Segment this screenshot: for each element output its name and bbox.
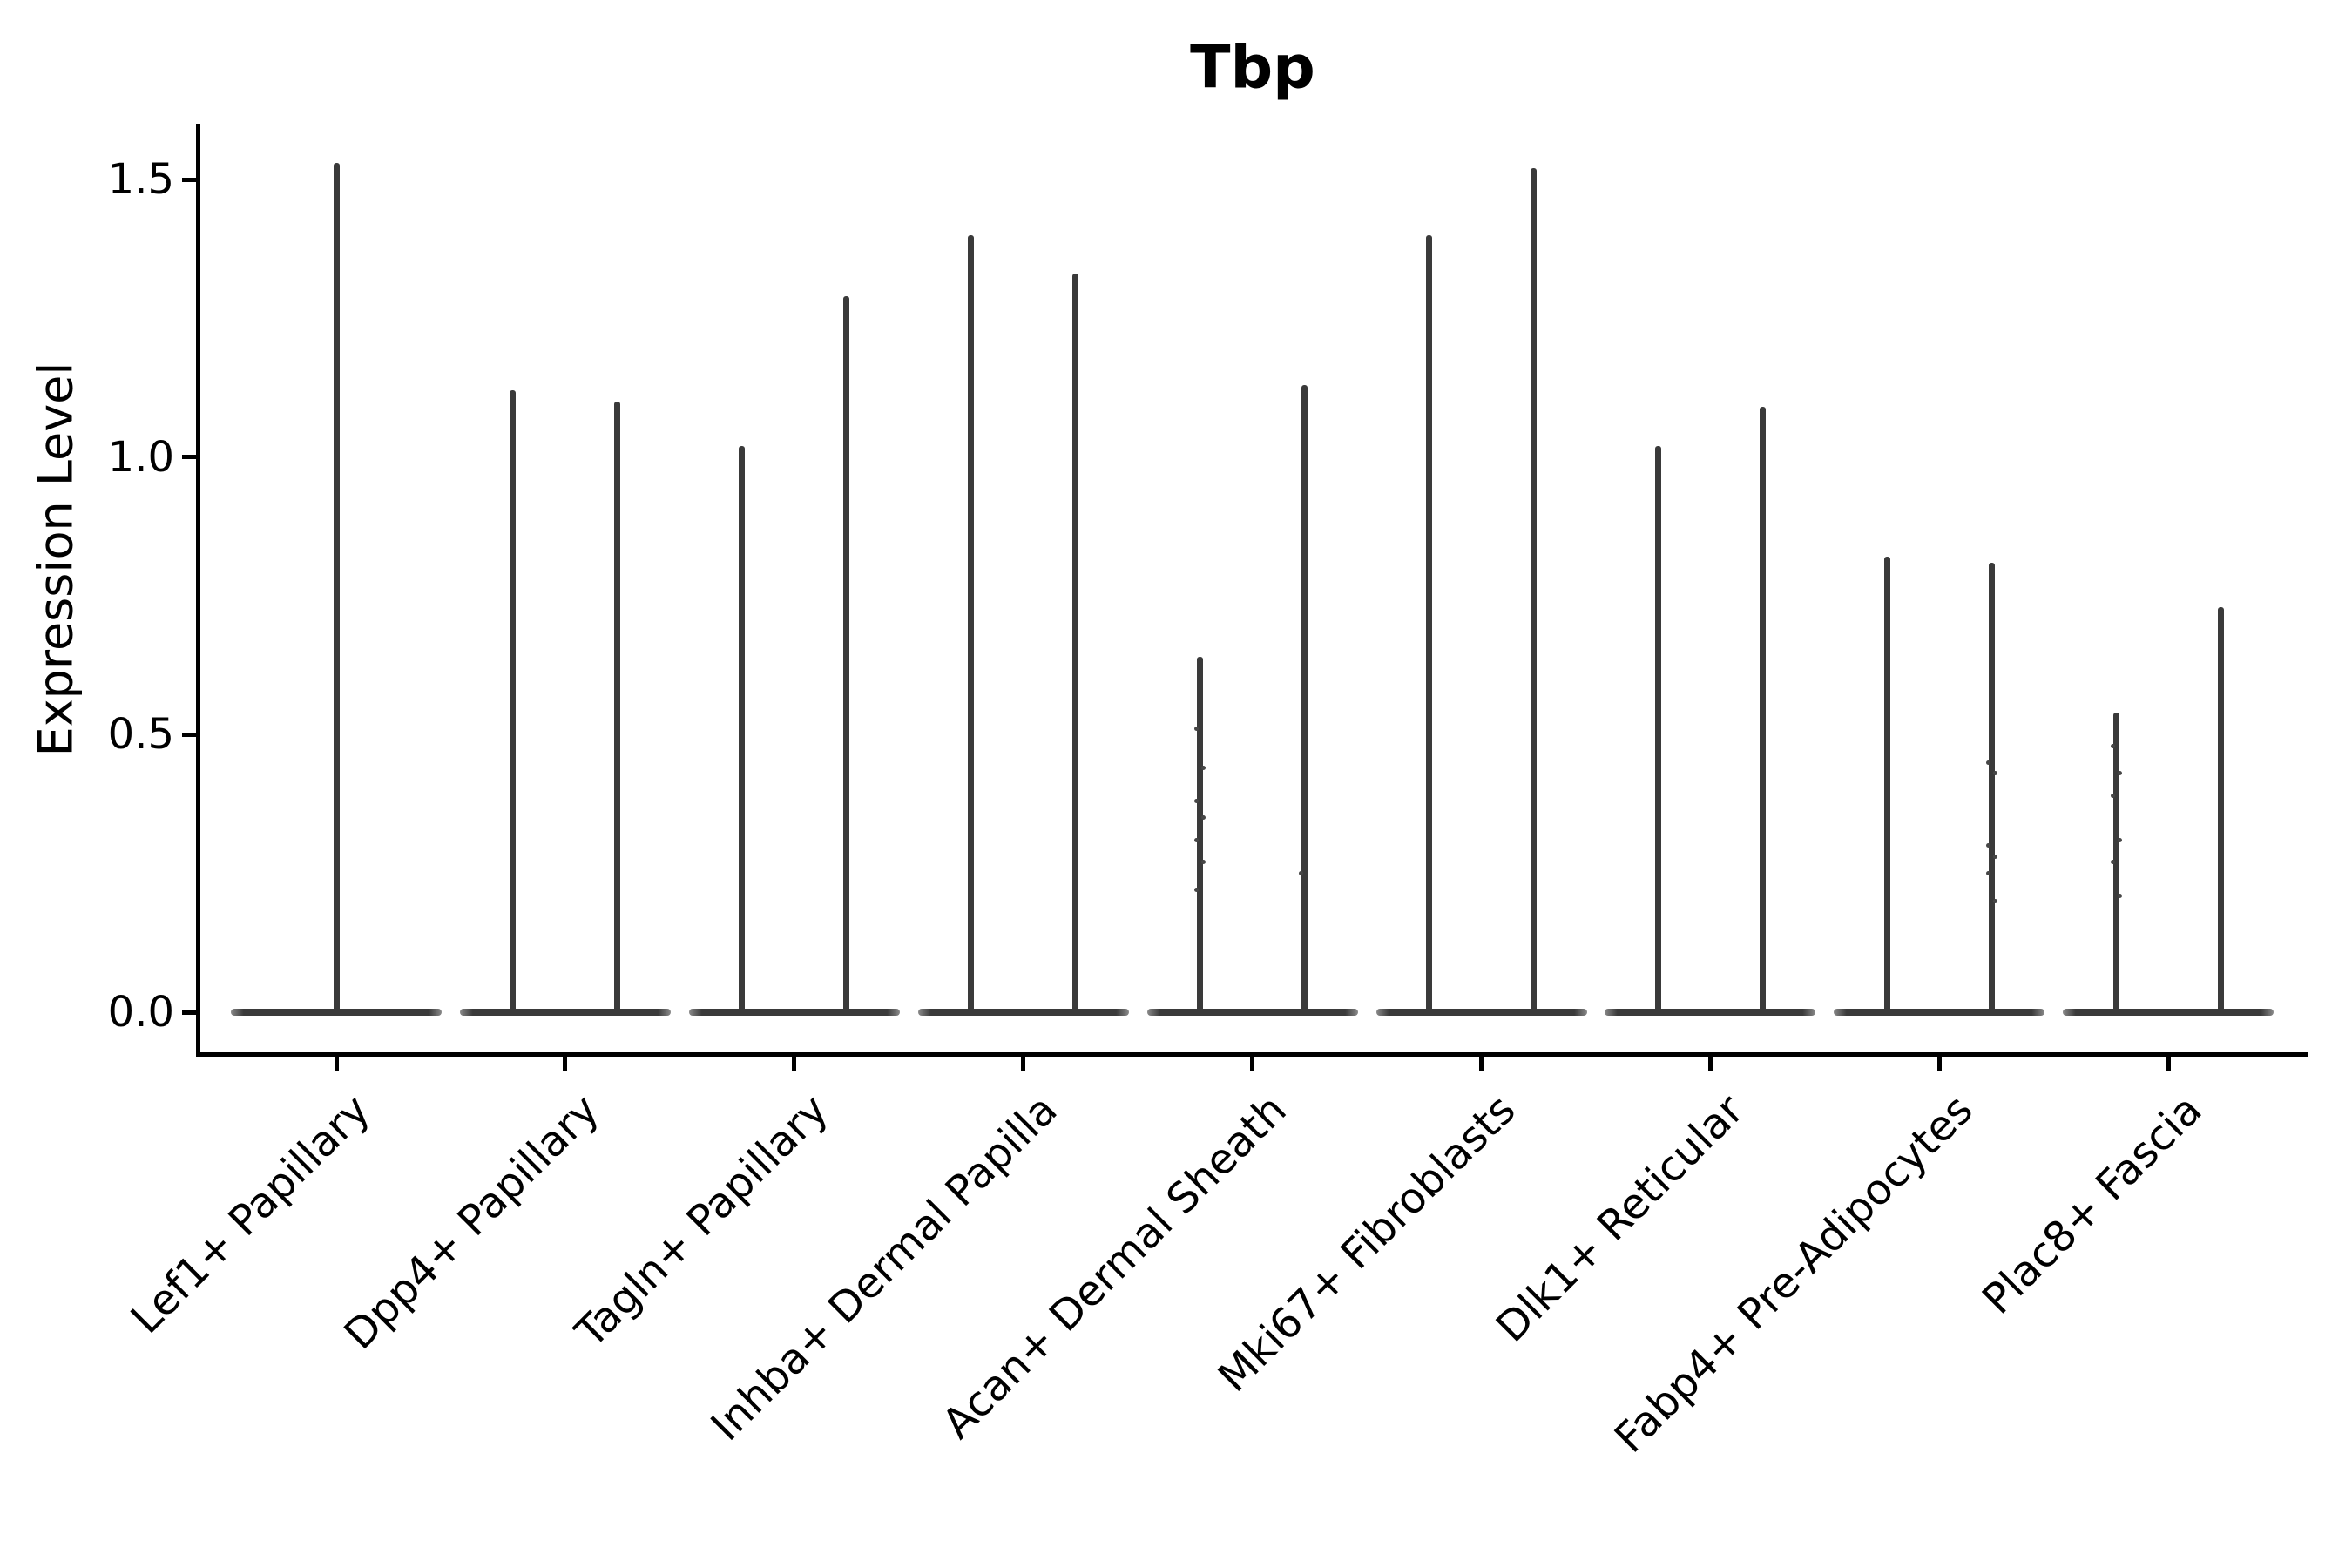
jitter-dot xyxy=(2110,860,2115,865)
x-tick-label-7: Dlk1+ Reticular xyxy=(1487,1085,1754,1352)
violin-needle xyxy=(2217,606,2224,1012)
x-axis-tick xyxy=(1250,1057,1255,1071)
jitter-dot xyxy=(1194,888,1200,893)
violin-needle xyxy=(1072,274,1079,1012)
x-axis-tick xyxy=(792,1057,797,1071)
x-tick-label-9: Plac8+ Fascia xyxy=(1973,1085,2212,1324)
y-axis-tick-label: 1.0 xyxy=(107,432,174,482)
violin-needle xyxy=(1759,407,1766,1012)
jitter-dot xyxy=(1201,815,1206,821)
jitter-dot xyxy=(2110,793,2115,798)
violin-base xyxy=(1146,1009,1358,1016)
x-tick-label-1: Lef1+ Papillary xyxy=(121,1085,380,1343)
violin-base xyxy=(459,1009,671,1016)
violin-needle xyxy=(2112,712,2119,1012)
y-axis-tick xyxy=(182,177,196,182)
jitter-dot xyxy=(2117,771,2122,776)
jitter-dot xyxy=(2117,837,2122,842)
y-axis-tick xyxy=(182,732,196,737)
chart-title: Tbp xyxy=(1190,33,1315,103)
violin-needle xyxy=(1197,657,1204,1012)
violin-needle xyxy=(1301,384,1308,1012)
x-axis-tick xyxy=(334,1057,339,1071)
violin-needle xyxy=(968,234,975,1012)
jitter-dot xyxy=(2110,743,2115,748)
x-axis-tick xyxy=(563,1057,568,1071)
jitter-dot xyxy=(1194,799,1200,804)
x-tick-label-2: Dpp4+ Papillary xyxy=(335,1085,609,1360)
violin-needle xyxy=(739,445,746,1012)
y-axis-tick-label: 1.5 xyxy=(107,155,174,205)
violin-needle xyxy=(1531,168,1537,1012)
violin-base xyxy=(231,1009,442,1016)
jitter-dot xyxy=(1992,899,1997,904)
violin-needle xyxy=(510,390,517,1012)
jitter-dot xyxy=(1201,766,1206,771)
jitter-dot xyxy=(1299,871,1304,876)
violin-base xyxy=(2063,1009,2274,1016)
violin-needle xyxy=(1988,562,1995,1012)
jitter-dot xyxy=(1201,860,1206,865)
y-axis-label: Expression Level xyxy=(28,362,84,757)
jitter-dot xyxy=(1992,771,1997,776)
y-axis-spine xyxy=(196,124,200,1057)
y-axis-tick-label: 0.0 xyxy=(107,988,174,1037)
violin-needle xyxy=(1883,557,1890,1012)
x-axis-spine xyxy=(196,1052,2308,1057)
violin-base xyxy=(688,1009,900,1016)
jitter-dot xyxy=(2117,893,2122,898)
violin-base xyxy=(1375,1009,1587,1016)
x-axis-tick xyxy=(1707,1057,1713,1071)
y-axis-tick xyxy=(182,455,196,460)
y-axis-tick xyxy=(182,1010,196,1015)
violin-needle xyxy=(1426,234,1432,1012)
jitter-dot xyxy=(1992,855,1997,860)
violin-base xyxy=(1834,1009,2045,1016)
jitter-dot xyxy=(1985,760,1990,765)
jitter-dot xyxy=(1194,727,1200,732)
x-axis-tick xyxy=(1479,1057,1484,1071)
x-axis-tick xyxy=(1021,1057,1026,1071)
violin-base xyxy=(1605,1009,1816,1016)
jitter-dot xyxy=(1194,837,1200,842)
violin-needle xyxy=(1654,445,1661,1012)
violin-base xyxy=(917,1009,1129,1016)
x-tick-label-3: Tagln+ Papillary xyxy=(565,1085,838,1357)
violin-needle xyxy=(333,162,340,1012)
violin-needle xyxy=(843,295,850,1012)
x-axis-tick xyxy=(1936,1057,1942,1071)
jitter-dot xyxy=(1985,843,1990,848)
x-axis-tick xyxy=(2166,1057,2171,1071)
violin-needle xyxy=(614,401,621,1012)
y-axis-tick-label: 0.5 xyxy=(107,710,174,760)
jitter-dot xyxy=(1985,871,1990,876)
